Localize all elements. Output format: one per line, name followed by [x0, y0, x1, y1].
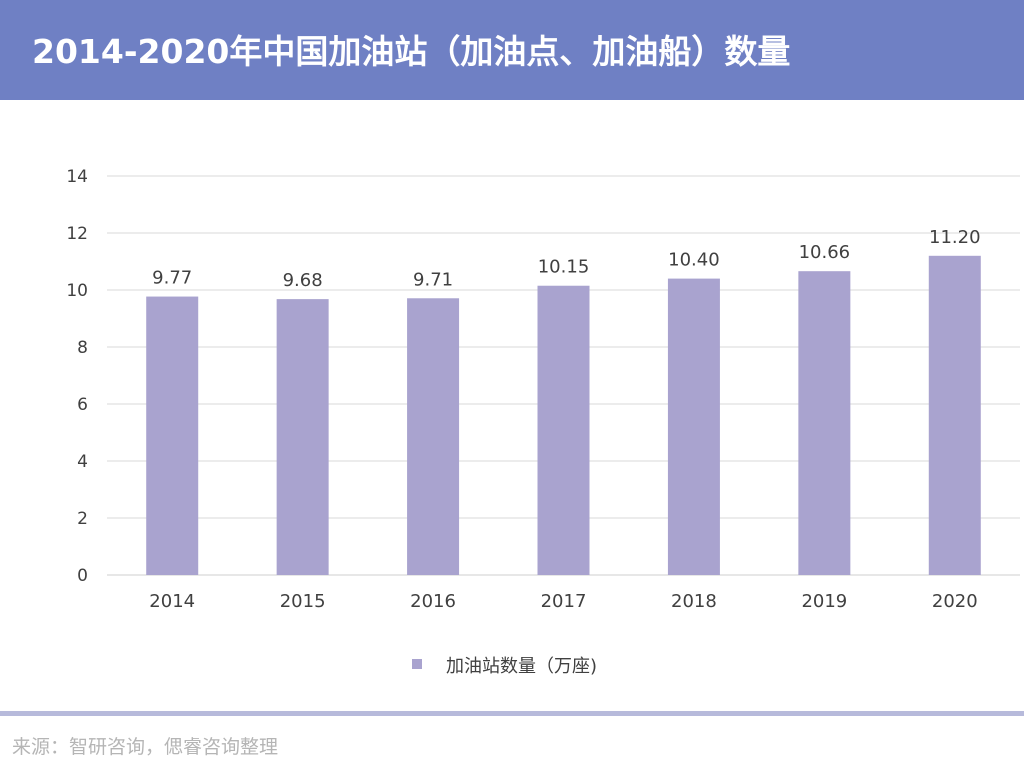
- x-axis-ticks: 2014 2015 2016 2017 2018 2019 2020: [149, 591, 977, 612]
- x-tick-label: 2019: [801, 591, 847, 612]
- bar-2017: [537, 285, 590, 575]
- bar-2018: [667, 278, 720, 575]
- bar-2020: [928, 255, 981, 576]
- y-axis-ticks: 0 2 4 6 8 10 12 14: [66, 167, 88, 586]
- data-label-2020: 11.20: [929, 227, 981, 248]
- footer-divider: [0, 711, 1024, 716]
- data-label-2014: 9.77: [152, 268, 192, 289]
- bars: [146, 255, 981, 576]
- bar-chart: 9.77 9.68 9.71 10.15 10.40 10.66 11.20 0 2 4 6 8 10…: [66, 167, 1020, 677]
- data-label-2015: 9.68: [283, 270, 323, 291]
- x-tick-label: 2020: [932, 591, 978, 612]
- bar-2015: [276, 299, 329, 575]
- y-tick-label: 0: [77, 566, 88, 586]
- y-tick-label: 12: [66, 224, 88, 244]
- y-tick-label: 2: [77, 509, 88, 529]
- bar-2014: [146, 296, 199, 575]
- x-tick-label: 2014: [149, 591, 195, 612]
- x-tick-label: 2015: [280, 591, 326, 612]
- bar-2019: [798, 271, 851, 575]
- y-tick-label: 14: [66, 167, 88, 187]
- y-tick-label: 10: [66, 281, 88, 301]
- data-label-2017: 10.15: [538, 257, 590, 278]
- legend-label: 加油站数量（万座): [446, 656, 597, 677]
- header-banner: 2014-2020年中国加油站（加油点、加油船）数量: [0, 0, 1024, 100]
- chart-area: 9.77 9.68 9.71 10.15 10.40 10.66 11.20 0 2 4 6 8 10…: [0, 100, 1024, 712]
- y-tick-label: 4: [77, 452, 88, 472]
- y-tick-label: 8: [77, 338, 88, 358]
- y-tick-label: 6: [77, 395, 88, 415]
- x-tick-label: 2017: [541, 591, 587, 612]
- page-title: 2014-2020年中国加油站（加油点、加油船）数量: [32, 32, 791, 71]
- bar-2016: [407, 298, 460, 575]
- x-tick-label: 2018: [671, 591, 717, 612]
- legend: 加油站数量（万座): [412, 656, 597, 677]
- data-label-2019: 10.66: [799, 242, 851, 263]
- x-tick-label: 2016: [410, 591, 456, 612]
- data-label-2016: 9.71: [413, 269, 453, 290]
- data-labels: 9.77 9.68 9.71 10.15 10.40 10.66 11.20: [152, 227, 980, 291]
- data-label-2018: 10.40: [668, 250, 720, 271]
- source-note: 来源：智研咨询，偲睿咨询整理: [12, 736, 279, 758]
- legend-swatch: [412, 659, 422, 669]
